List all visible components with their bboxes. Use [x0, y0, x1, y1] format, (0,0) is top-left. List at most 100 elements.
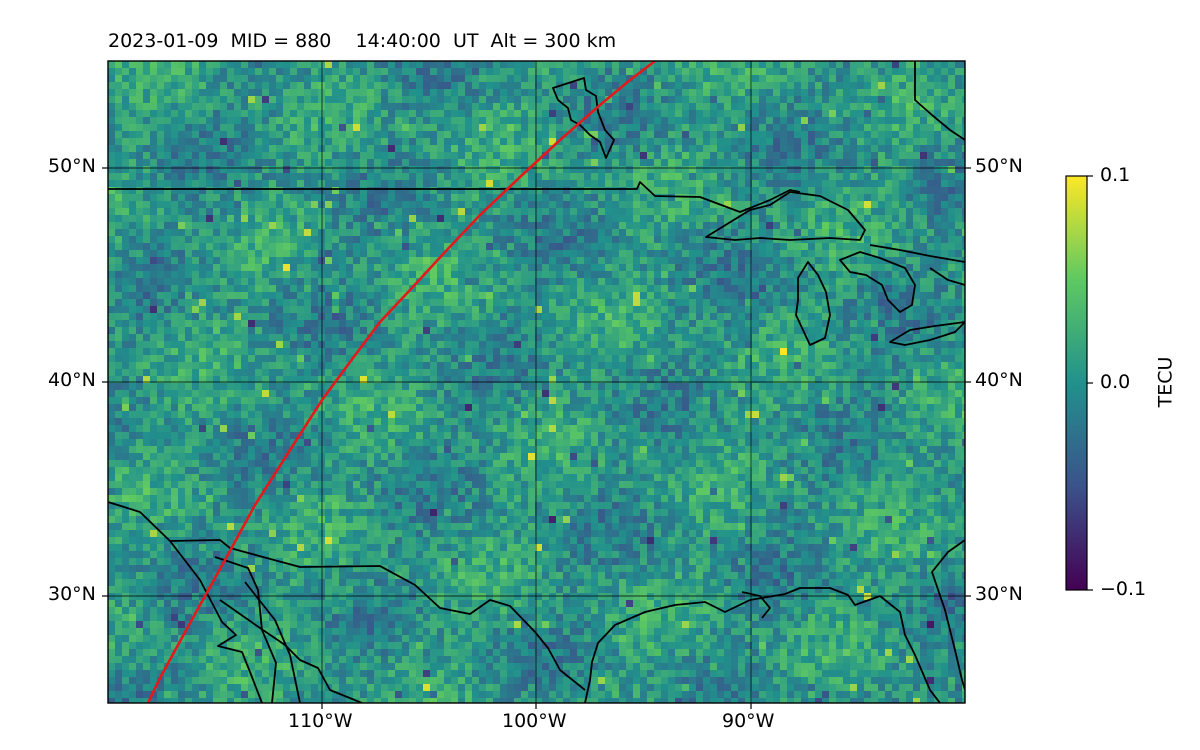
heatmap-cell [801, 285, 808, 292]
heatmap-cell [892, 68, 899, 75]
heatmap-cell [171, 173, 178, 180]
heatmap-cell [668, 334, 675, 341]
heatmap-cell [185, 327, 192, 334]
heatmap-cell [164, 222, 171, 229]
heatmap-cell [612, 159, 619, 166]
heatmap-cell [563, 285, 570, 292]
heatmap-cell [829, 271, 836, 278]
heatmap-cell [339, 124, 346, 131]
heatmap-cell [899, 187, 906, 194]
heatmap-cell [493, 75, 500, 82]
heatmap-cell [542, 264, 549, 271]
heatmap-cell [752, 82, 759, 89]
heatmap-cell [696, 264, 703, 271]
heatmap-cell [360, 327, 367, 334]
heatmap-cell [605, 250, 612, 257]
heatmap-cell [675, 215, 682, 222]
heatmap-cell [780, 327, 787, 334]
heatmap-cell [465, 96, 472, 103]
heatmap-cell [493, 124, 500, 131]
heatmap-cell [185, 131, 192, 138]
heatmap-cell [899, 68, 906, 75]
heatmap-cell [794, 138, 801, 145]
heatmap-cell [612, 180, 619, 187]
heatmap-cell [640, 215, 647, 222]
heatmap-cell [759, 208, 766, 215]
heatmap-cell [276, 201, 283, 208]
heatmap-cell [584, 194, 591, 201]
heatmap-cell [948, 145, 955, 152]
heatmap-cell [304, 96, 311, 103]
heatmap-cell [346, 341, 353, 348]
heatmap-cell [360, 292, 367, 299]
heatmap-cell [857, 264, 864, 271]
heatmap-cell [675, 299, 682, 306]
heatmap-cell [248, 327, 255, 334]
heatmap-cell [374, 82, 381, 89]
heatmap-cell [325, 103, 332, 110]
heatmap-cell [724, 145, 731, 152]
heatmap-cell [332, 68, 339, 75]
heatmap-cell [444, 152, 451, 159]
heatmap-cell [787, 159, 794, 166]
heatmap-cell [808, 166, 815, 173]
heatmap-cell [801, 187, 808, 194]
heatmap-cell [843, 187, 850, 194]
heatmap-cell [752, 236, 759, 243]
heatmap-cell [402, 320, 409, 327]
heatmap-cell [227, 117, 234, 124]
heatmap-cell [682, 96, 689, 103]
heatmap-cell [619, 89, 626, 96]
heatmap-cell [703, 187, 710, 194]
heatmap-cell [297, 292, 304, 299]
heatmap-cell [507, 271, 514, 278]
heatmap-cell [948, 61, 955, 68]
heatmap-cell [493, 243, 500, 250]
heatmap-cell [843, 110, 850, 117]
heatmap-cell [367, 264, 374, 271]
heatmap-cell [920, 250, 927, 257]
heatmap-cell [388, 229, 395, 236]
heatmap-cell [829, 278, 836, 285]
heatmap-cell [549, 89, 556, 96]
heatmap-cell [836, 131, 843, 138]
heatmap-cell [535, 334, 542, 341]
heatmap-cell [710, 103, 717, 110]
heatmap-cell [353, 194, 360, 201]
heatmap-cell [311, 341, 318, 348]
heatmap-cell [437, 61, 444, 68]
heatmap-cell [381, 82, 388, 89]
heatmap-cell [367, 124, 374, 131]
heatmap-cell [479, 187, 486, 194]
heatmap-cell [878, 131, 885, 138]
heatmap-cell [717, 236, 724, 243]
heatmap-cell [227, 278, 234, 285]
heatmap-cell [577, 124, 584, 131]
heatmap-cell [598, 250, 605, 257]
heatmap-cell [843, 299, 850, 306]
heatmap-cell [724, 166, 731, 173]
heatmap-cell [871, 299, 878, 306]
heatmap-cell [654, 117, 661, 124]
heatmap-cell [836, 250, 843, 257]
heatmap-cell [787, 131, 794, 138]
heatmap-cell [458, 292, 465, 299]
heatmap-cell [332, 103, 339, 110]
heatmap-cell [843, 285, 850, 292]
heatmap-cell [577, 89, 584, 96]
heatmap-cell [213, 166, 220, 173]
heatmap-cell [416, 75, 423, 82]
heatmap-cell [402, 166, 409, 173]
heatmap-cell [353, 96, 360, 103]
heatmap-cell [430, 201, 437, 208]
heatmap-cell [591, 124, 598, 131]
heatmap-cell [920, 68, 927, 75]
heatmap-cell [241, 68, 248, 75]
heatmap-cell [192, 82, 199, 89]
heatmap-cell [675, 285, 682, 292]
heatmap-cell [598, 61, 605, 68]
heatmap-cell [374, 89, 381, 96]
heatmap-cell [647, 96, 654, 103]
heatmap-cell [836, 334, 843, 341]
heatmap-cell [437, 159, 444, 166]
